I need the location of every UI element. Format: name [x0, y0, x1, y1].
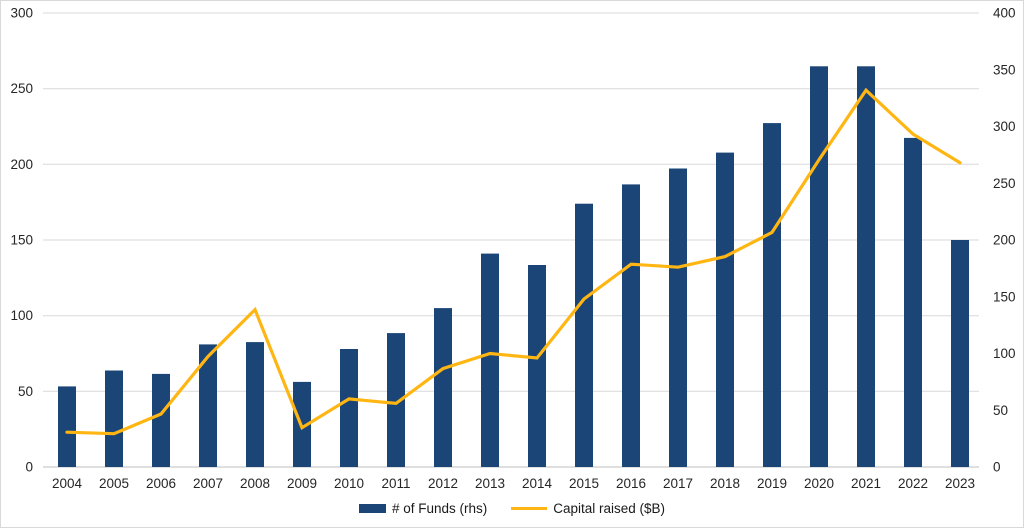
svg-text:2011: 2011: [381, 476, 410, 491]
bar-2005: [105, 370, 123, 467]
bar-2004: [58, 386, 76, 467]
bar-2016: [622, 184, 640, 467]
bar-2020: [810, 66, 828, 468]
gridlines: [43, 12, 979, 468]
bar-series-funds: [58, 66, 969, 468]
svg-text:300: 300: [10, 6, 33, 21]
line-series-capital-raised: [65, 87, 962, 436]
svg-text:2007: 2007: [193, 476, 223, 491]
svg-text:2012: 2012: [428, 476, 458, 491]
svg-text:200: 200: [10, 157, 33, 172]
svg-text:2019: 2019: [757, 476, 787, 491]
capital-raised-series-label: Capital raised ($B): [553, 501, 666, 516]
svg-text:300: 300: [993, 119, 1016, 134]
svg-text:250: 250: [993, 176, 1016, 191]
svg-text:0: 0: [993, 460, 1001, 475]
svg-text:2020: 2020: [804, 476, 834, 491]
svg-text:350: 350: [993, 62, 1016, 77]
x-axis-year-labels: 2004 2005 2006 2007 2008 2009 2010 2011 2012 2013…: [52, 476, 975, 491]
bar-2008: [246, 342, 264, 467]
svg-text:2006: 2006: [146, 476, 176, 491]
svg-text:50: 50: [993, 403, 1008, 418]
bar-2011: [387, 333, 405, 467]
svg-text:2010: 2010: [334, 476, 364, 491]
bar-2010: [340, 349, 358, 467]
svg-text:2021: 2021: [851, 476, 881, 491]
svg-text:150: 150: [993, 289, 1016, 304]
svg-text:2023: 2023: [945, 476, 975, 491]
capital-raised-line-swatch: [511, 506, 548, 511]
funds-bar-swatch: [358, 504, 386, 513]
svg-text:250: 250: [10, 81, 33, 96]
svg-text:100: 100: [10, 308, 33, 323]
bar-2014: [528, 265, 546, 467]
bar-2017: [669, 168, 687, 467]
y-axis-left-ticks: 0 50 100 150 200 250 300: [10, 6, 33, 475]
svg-text:2013: 2013: [475, 476, 505, 491]
svg-text:2017: 2017: [663, 476, 693, 491]
legend-item-funds: # of Funds (rhs): [358, 501, 488, 516]
svg-text:2018: 2018: [710, 476, 740, 491]
bar-2006: [152, 373, 170, 467]
legend-item-capital-raised: Capital raised ($B): [511, 501, 665, 516]
svg-text:150: 150: [10, 233, 33, 248]
svg-text:2004: 2004: [52, 476, 83, 491]
svg-text:0: 0: [25, 460, 33, 475]
bar-2023: [951, 240, 969, 467]
bar-2007: [199, 344, 217, 467]
svg-text:2008: 2008: [240, 476, 270, 491]
svg-text:50: 50: [18, 384, 33, 399]
bar-2012: [434, 308, 452, 467]
svg-text:2014: 2014: [522, 476, 553, 491]
bar-2022: [904, 137, 922, 467]
svg-text:2005: 2005: [99, 476, 129, 491]
svg-text:2016: 2016: [616, 476, 646, 491]
funds-series-label: # of Funds (rhs): [391, 501, 488, 516]
bar-2018: [716, 152, 734, 467]
bar-2021: [857, 66, 875, 468]
svg-text:100: 100: [993, 346, 1016, 361]
bar-2015: [575, 203, 593, 467]
svg-text:200: 200: [993, 233, 1016, 248]
svg-text:2015: 2015: [569, 476, 599, 491]
y-axis-right-ticks: 0 50 100 150 200 250 300 350 400: [993, 6, 1016, 475]
chart-legend: # of Funds (rhs) Capital raised ($B): [1, 501, 1023, 516]
bar-2013: [481, 253, 499, 467]
bar-2019: [763, 123, 781, 467]
svg-text:2009: 2009: [287, 476, 317, 491]
svg-text:400: 400: [993, 6, 1016, 21]
svg-text:2022: 2022: [898, 476, 928, 491]
